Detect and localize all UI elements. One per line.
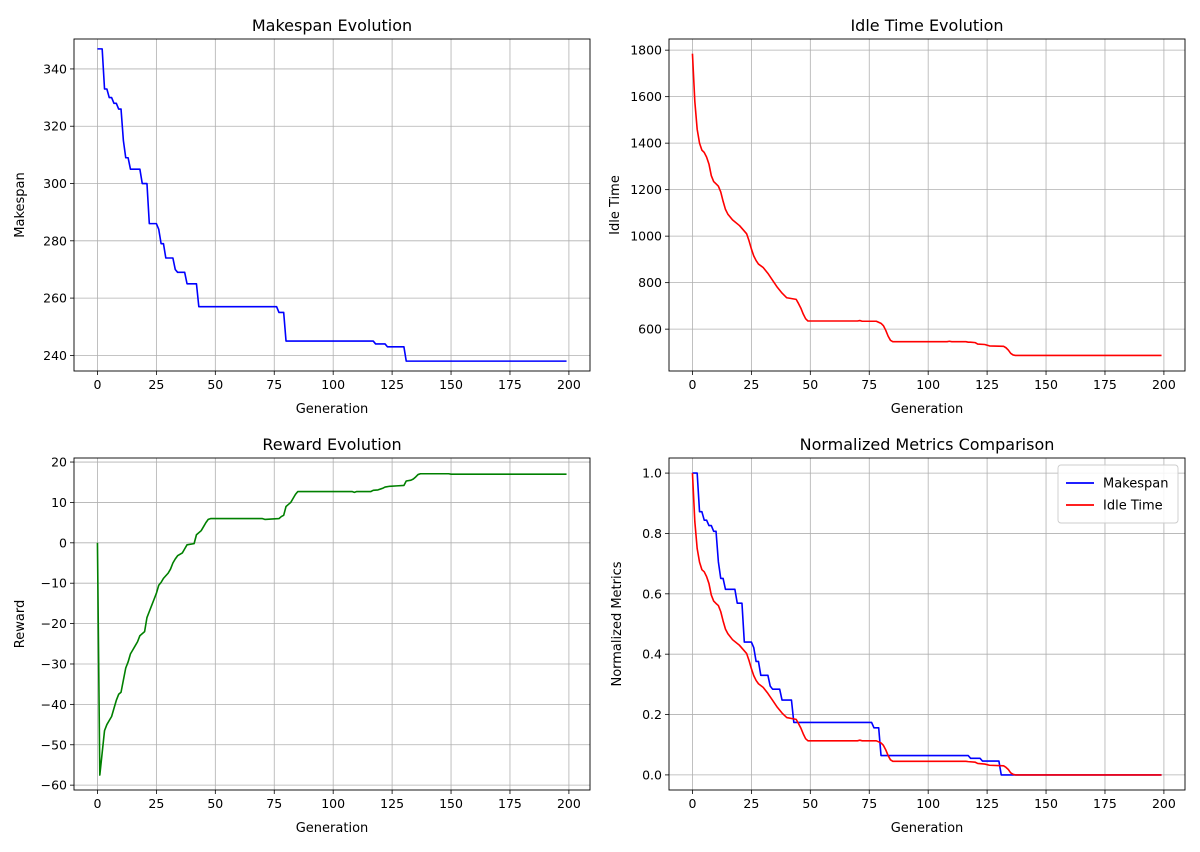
x-tick-label: 150 — [439, 377, 463, 392]
x-axis-label: Generation — [891, 402, 964, 417]
y-tick-label: −50 — [41, 737, 67, 752]
x-tick-label: 200 — [1152, 796, 1176, 811]
y-tick-label: 0.6 — [642, 586, 662, 601]
x-tick-label: 100 — [916, 796, 940, 811]
x-tick-label: 0 — [688, 377, 696, 392]
x-tick-label: 0 — [688, 796, 696, 811]
y-tick-label: −20 — [41, 616, 67, 631]
x-tick-label: 150 — [1034, 377, 1058, 392]
series-line-1 — [691, 53, 1162, 357]
x-tick-label: 175 — [1093, 377, 1117, 392]
x-tick-label: 75 — [861, 377, 877, 392]
x-tick-label: 200 — [557, 796, 581, 811]
x-tick-label: 25 — [148, 796, 164, 811]
y-tick-label: 340 — [43, 61, 67, 76]
y-axis-label: Reward — [13, 600, 28, 648]
legend-label: Makespan — [1103, 477, 1168, 492]
x-tick-label: 125 — [380, 377, 404, 392]
x-tick-label: 50 — [207, 796, 223, 811]
y-tick-label: −10 — [41, 576, 67, 591]
x-tick-label: 175 — [498, 377, 522, 392]
chart-title: Normalized Metrics Comparison — [800, 435, 1055, 454]
axes-frame — [668, 38, 1186, 372]
legend-label: Idle Time — [1103, 499, 1163, 514]
y-tick-label: 0.2 — [642, 707, 662, 722]
axes-frame — [73, 38, 591, 372]
x-tick-label: 150 — [439, 796, 463, 811]
y-tick-label: 280 — [43, 233, 67, 248]
x-axis-label: Generation — [891, 821, 964, 836]
x-tick-label: 75 — [266, 796, 282, 811]
chart-title: Makespan Evolution — [252, 16, 412, 35]
x-tick-label: 175 — [498, 796, 522, 811]
y-tick-label: 1600 — [630, 89, 662, 104]
series-line-idle-time — [691, 473, 1162, 776]
y-tick-label: 10 — [51, 495, 67, 510]
chart-panel-2: 0 25 50 75 100 125 150 175 200 600 800 1000 1200 1400… — [608, 16, 1186, 417]
y-tick-label: 0.8 — [642, 526, 662, 541]
x-tick-label: 125 — [380, 796, 404, 811]
series-line-1 — [97, 48, 567, 362]
x-tick-label: 100 — [321, 377, 345, 392]
y-tick-label: 1800 — [630, 43, 662, 58]
x-tick-label: 150 — [1034, 796, 1058, 811]
y-tick-label: 1400 — [630, 136, 662, 151]
legend: Makespan Idle Time — [1057, 464, 1179, 524]
x-tick-label: 25 — [743, 796, 759, 811]
x-tick-label: 125 — [975, 796, 999, 811]
x-tick-label: 0 — [93, 377, 101, 392]
x-tick-label: 75 — [861, 796, 877, 811]
y-tick-label: 300 — [43, 176, 67, 191]
y-tick-label: 800 — [638, 275, 662, 290]
x-tick-label: 200 — [557, 377, 581, 392]
x-tick-label: 100 — [916, 377, 940, 392]
y-axis-label: Normalized Metrics — [610, 561, 625, 686]
chart-panel-3: 0 25 50 75 100 125 150 175 200−60−50−40−30−20−10… — [13, 435, 591, 836]
axes-frame — [668, 457, 1186, 791]
chart-panel-4: 0 25 50 75 100 125 150 175 200 0.0 0.2 0.4 0.6 0.8 1.0… — [610, 435, 1186, 836]
y-tick-label: 1000 — [630, 229, 662, 244]
x-tick-label: 100 — [321, 796, 345, 811]
y-tick-label: 260 — [43, 291, 67, 306]
y-tick-label: −60 — [41, 778, 67, 793]
x-tick-label: 25 — [148, 377, 164, 392]
series-line-makespan — [692, 472, 1162, 776]
x-axis-label: Generation — [296, 821, 369, 836]
x-tick-label: 25 — [743, 377, 759, 392]
y-tick-label: 240 — [43, 348, 67, 363]
x-tick-label: 50 — [802, 377, 818, 392]
y-tick-label: 0.4 — [642, 647, 662, 662]
x-tick-label: 175 — [1093, 796, 1117, 811]
chart-title: Reward Evolution — [262, 435, 401, 454]
y-axis-label: Makespan — [13, 172, 28, 237]
y-tick-label: 20 — [51, 455, 67, 470]
legend-box — [1057, 464, 1179, 524]
x-axis-label: Generation — [296, 402, 369, 417]
x-tick-label: 125 — [975, 377, 999, 392]
x-tick-label: 0 — [93, 796, 101, 811]
x-tick-label: 75 — [266, 377, 282, 392]
chart-panel-1: 0 25 50 75 100 125 150 175 200 240 260 280 300 320 340… — [13, 16, 591, 417]
y-axis-label: Idle Time — [608, 175, 623, 235]
y-tick-label: 0.0 — [642, 767, 662, 782]
y-tick-label: −30 — [41, 656, 67, 671]
y-tick-label: −40 — [41, 697, 67, 712]
y-tick-label: 1.0 — [642, 466, 662, 481]
y-tick-label: 320 — [43, 119, 67, 134]
chart-title: Idle Time Evolution — [850, 16, 1003, 35]
y-tick-label: 0 — [59, 535, 67, 550]
y-tick-label: 600 — [638, 322, 662, 337]
series-line-1 — [96, 472, 567, 776]
axes-frame — [73, 457, 591, 791]
x-tick-label: 50 — [802, 796, 818, 811]
y-tick-label: 1200 — [630, 182, 662, 197]
x-tick-label: 50 — [207, 377, 223, 392]
x-tick-label: 200 — [1152, 377, 1176, 392]
